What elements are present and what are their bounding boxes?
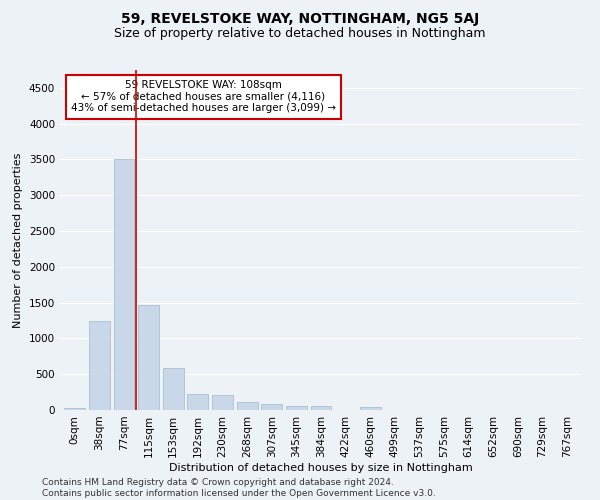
X-axis label: Distribution of detached houses by size in Nottingham: Distribution of detached houses by size …	[169, 462, 473, 472]
Bar	[261, 404, 282, 410]
Bar	[236, 402, 257, 410]
Bar	[64, 408, 85, 410]
Text: 59, REVELSTOKE WAY, NOTTINGHAM, NG5 5AJ: 59, REVELSTOKE WAY, NOTTINGHAM, NG5 5AJ	[121, 12, 479, 26]
Bar	[360, 407, 381, 410]
Bar	[187, 394, 208, 410]
Y-axis label: Number of detached properties: Number of detached properties	[13, 152, 23, 328]
Text: Contains HM Land Registry data © Crown copyright and database right 2024.
Contai: Contains HM Land Registry data © Crown c…	[42, 478, 436, 498]
Bar	[286, 406, 307, 410]
Bar	[138, 305, 159, 410]
Bar	[89, 320, 110, 410]
Bar	[113, 160, 134, 410]
Bar	[311, 406, 331, 410]
Text: 59 REVELSTOKE WAY: 108sqm
← 57% of detached houses are smaller (4,116)
43% of se: 59 REVELSTOKE WAY: 108sqm ← 57% of detac…	[71, 80, 336, 114]
Bar	[163, 368, 184, 410]
Text: Size of property relative to detached houses in Nottingham: Size of property relative to detached ho…	[114, 28, 486, 40]
Bar	[212, 394, 233, 410]
